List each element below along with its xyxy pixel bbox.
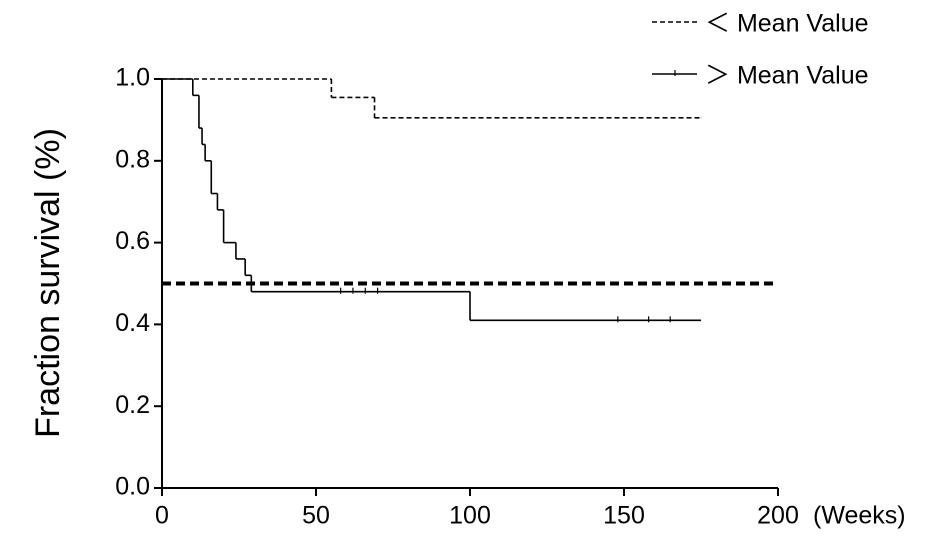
y-tick-label: 0.0 <box>115 473 150 501</box>
legend-label: ＞ Mean Value <box>705 62 869 90</box>
x-tick-label: 0 <box>155 502 169 530</box>
y-tick-label: 0.8 <box>115 145 150 173</box>
y-axis-label: Fraction survival (%) <box>29 128 67 438</box>
x-tick-label: 50 <box>302 502 330 530</box>
y-tick-label: 0.6 <box>115 227 150 255</box>
y-tick-label: 0.2 <box>115 391 150 419</box>
x-axis-label: (Weeks) <box>813 502 906 530</box>
legend-label: ＜ Mean Value <box>705 10 869 38</box>
x-tick-label: 150 <box>603 502 645 530</box>
x-tick-label: 100 <box>449 502 491 530</box>
x-tick-label: 200 <box>757 502 799 530</box>
y-tick-label: 1.0 <box>115 64 150 92</box>
y-tick-label: 0.4 <box>115 309 150 337</box>
